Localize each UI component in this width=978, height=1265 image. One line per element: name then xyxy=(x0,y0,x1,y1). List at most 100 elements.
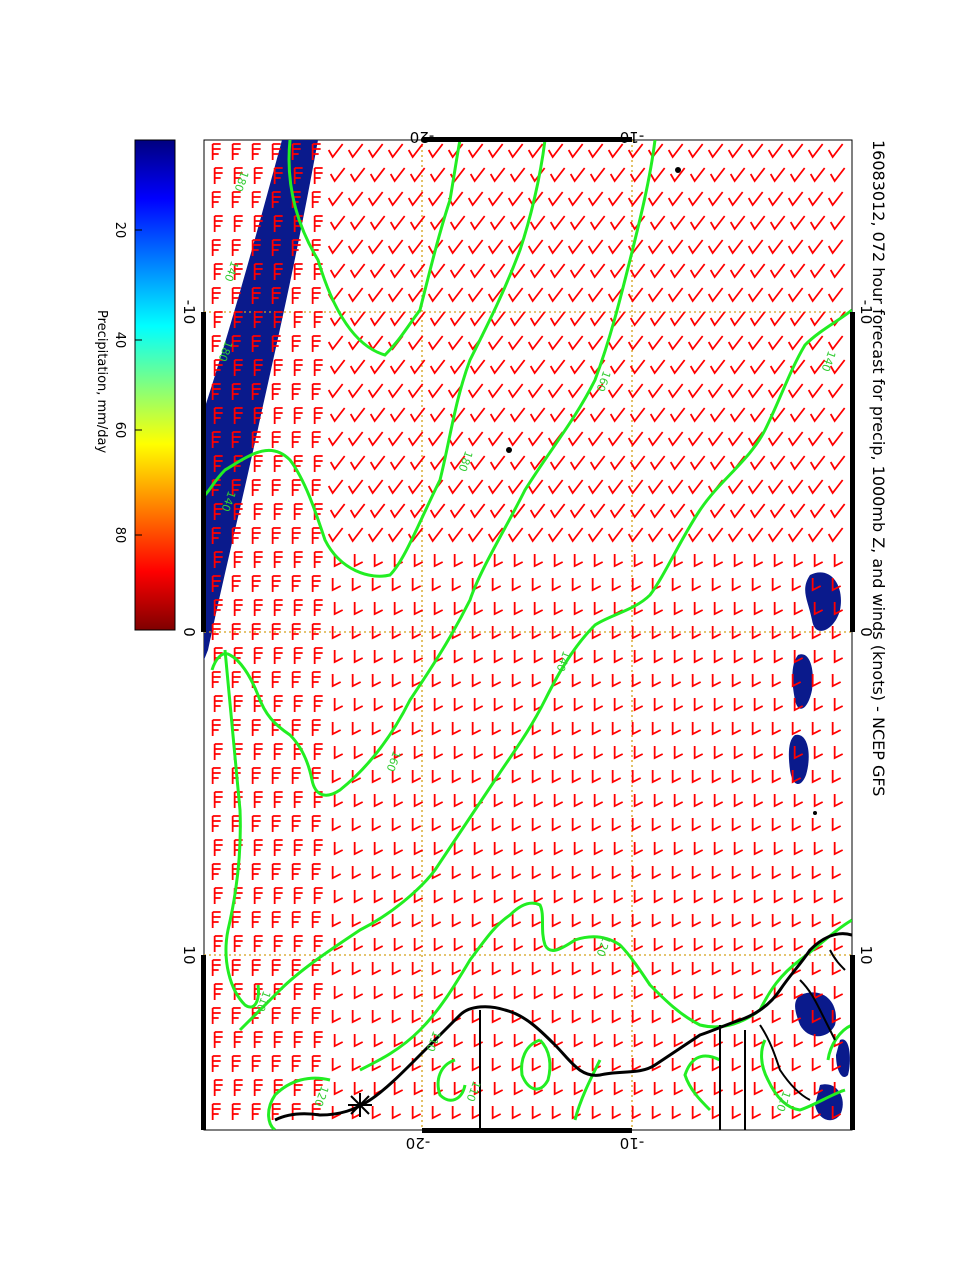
wind-barb xyxy=(271,959,281,976)
wind-barb xyxy=(471,722,482,736)
wind-barb xyxy=(753,698,764,712)
wind-barb xyxy=(611,818,622,832)
wind-barb xyxy=(251,335,261,352)
wind-barb xyxy=(549,359,566,375)
wind-barb xyxy=(687,527,704,543)
wind-barb xyxy=(409,455,426,471)
wind-barb xyxy=(567,239,584,255)
wind-barb xyxy=(313,983,323,1000)
wind-barb xyxy=(367,431,384,447)
wind-barb xyxy=(571,866,582,880)
wind-barb xyxy=(713,986,724,1000)
wind-barb xyxy=(531,1106,542,1120)
wind-barb xyxy=(633,842,644,856)
wind-barb xyxy=(787,383,804,399)
wind-barb xyxy=(253,407,263,424)
wind-barb xyxy=(453,890,464,904)
wind-barb xyxy=(313,455,323,472)
wind-barb xyxy=(291,1103,301,1120)
wind-barb xyxy=(669,455,686,471)
wind-barb xyxy=(511,578,522,592)
wind-barb xyxy=(533,986,544,1000)
wind-barb xyxy=(793,554,804,568)
wind-barb xyxy=(567,431,584,447)
wind-barb xyxy=(211,767,221,784)
wind-barb xyxy=(391,770,402,784)
wind-barb xyxy=(431,818,442,832)
wind-barb xyxy=(833,938,844,952)
wind-barb xyxy=(231,527,241,544)
wind-barb xyxy=(451,770,462,784)
wind-barb xyxy=(211,815,221,832)
wind-barb xyxy=(473,650,484,664)
wind-barb xyxy=(831,626,842,640)
wind-barb xyxy=(671,1106,682,1120)
wind-barb xyxy=(431,674,442,688)
wind-barb xyxy=(533,650,544,664)
wind-barb xyxy=(547,479,564,495)
wind-barb xyxy=(693,746,704,760)
wind-barb xyxy=(333,1034,344,1048)
wind-barb xyxy=(587,335,604,351)
wind-barb xyxy=(629,263,646,279)
wind-barb xyxy=(671,818,682,832)
wind-barb xyxy=(633,554,644,568)
wind-barb xyxy=(653,1034,664,1048)
wind-barb xyxy=(831,866,842,880)
wind-barb xyxy=(351,770,362,784)
wind-barb xyxy=(673,842,684,856)
wind-barb xyxy=(711,962,722,976)
wind-barb xyxy=(631,1010,642,1024)
wind-barb xyxy=(369,167,386,183)
wind-barb xyxy=(253,503,263,520)
wind-barb xyxy=(671,962,682,976)
wind-barb xyxy=(273,1079,283,1096)
wind-barb xyxy=(273,983,283,1000)
wind-barb xyxy=(633,794,644,808)
wind-barb xyxy=(711,1010,722,1024)
wind-barb xyxy=(273,695,283,712)
wind-barb xyxy=(729,167,746,183)
wind-barb xyxy=(753,842,764,856)
wind-barb xyxy=(571,914,582,928)
wind-barb xyxy=(491,818,502,832)
wind-barb xyxy=(213,407,223,424)
wind-barb xyxy=(509,455,526,471)
wind-barb xyxy=(713,650,724,664)
wind-barb xyxy=(591,578,602,592)
wind-barb xyxy=(387,431,404,447)
wind-barb xyxy=(293,695,303,712)
wind-barb xyxy=(673,554,684,568)
wind-barb xyxy=(513,842,524,856)
wind-barb xyxy=(589,311,606,327)
wind-barb xyxy=(347,383,364,399)
wind-barb xyxy=(573,554,584,568)
wind-barb xyxy=(529,503,546,519)
wind-barb xyxy=(649,263,666,279)
wind-barb xyxy=(811,1010,822,1024)
wind-barb xyxy=(273,551,283,568)
wind-barb xyxy=(331,578,342,592)
wind-barb xyxy=(273,887,283,904)
wind-barb xyxy=(393,746,404,760)
wind-barb xyxy=(211,527,221,544)
wind-barb xyxy=(749,167,766,183)
wind-barb xyxy=(291,623,301,640)
wind-barb xyxy=(807,527,824,543)
wind-barb xyxy=(611,674,622,688)
precip-blob-6 xyxy=(836,1039,850,1078)
wind-barb xyxy=(253,743,263,760)
wind-barb xyxy=(673,1034,684,1048)
wind-barb xyxy=(211,719,221,736)
wind-barb xyxy=(431,578,442,592)
wind-barb xyxy=(587,143,604,159)
wind-barb xyxy=(473,602,484,616)
wind-barb xyxy=(713,698,724,712)
wind-barb xyxy=(687,239,704,255)
wind-barb xyxy=(213,503,223,520)
left-tick-1: -10 xyxy=(180,300,198,325)
wind-barb xyxy=(233,263,243,280)
wind-barb xyxy=(291,1007,301,1024)
wind-barb xyxy=(631,578,642,592)
wind-barb xyxy=(453,986,464,1000)
